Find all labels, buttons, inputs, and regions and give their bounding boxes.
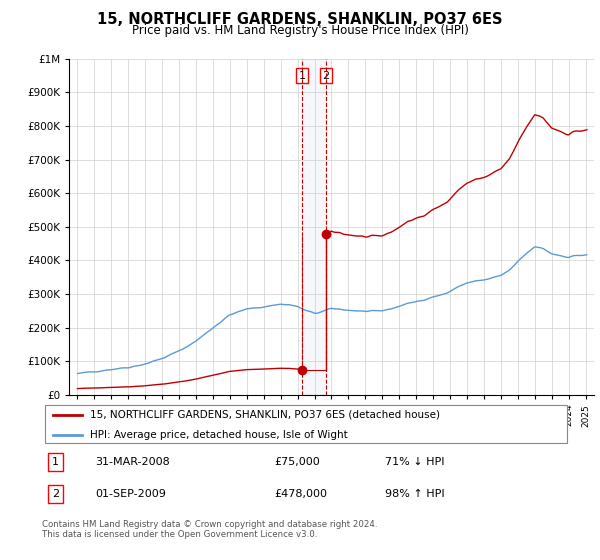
Text: 1: 1: [298, 71, 305, 81]
Text: £478,000: £478,000: [274, 489, 328, 500]
Text: £75,000: £75,000: [274, 457, 320, 467]
Text: 71% ↓ HPI: 71% ↓ HPI: [385, 457, 445, 467]
Text: Price paid vs. HM Land Registry's House Price Index (HPI): Price paid vs. HM Land Registry's House …: [131, 24, 469, 36]
Text: 15, NORTHCLIFF GARDENS, SHANKLIN, PO37 6ES (detached house): 15, NORTHCLIFF GARDENS, SHANKLIN, PO37 6…: [89, 410, 440, 420]
FancyBboxPatch shape: [44, 405, 568, 443]
Text: Contains HM Land Registry data © Crown copyright and database right 2024.
This d: Contains HM Land Registry data © Crown c…: [42, 520, 377, 539]
Text: 2: 2: [322, 71, 329, 81]
Bar: [302, 59, 326, 395]
Text: 98% ↑ HPI: 98% ↑ HPI: [385, 489, 445, 500]
Text: 15, NORTHCLIFF GARDENS, SHANKLIN, PO37 6ES: 15, NORTHCLIFF GARDENS, SHANKLIN, PO37 6…: [97, 12, 503, 27]
Text: 1: 1: [52, 457, 59, 467]
Text: HPI: Average price, detached house, Isle of Wight: HPI: Average price, detached house, Isle…: [89, 430, 347, 440]
Text: 01-SEP-2009: 01-SEP-2009: [95, 489, 166, 500]
Text: 2: 2: [52, 489, 59, 500]
Text: 31-MAR-2008: 31-MAR-2008: [95, 457, 170, 467]
